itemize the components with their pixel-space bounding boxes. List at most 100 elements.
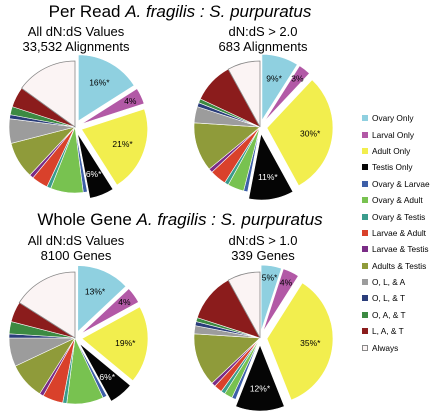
legend-label: Ovary & Larvae — [372, 178, 430, 189]
legend-label: O, A, & T — [372, 309, 406, 320]
legend-swatch — [362, 197, 368, 204]
legend-label: Larvae & Testis — [372, 244, 429, 255]
legend-swatch — [362, 344, 368, 351]
section-title-whole-gene: Whole Gene A. fragilis : S. purpuratus — [0, 210, 360, 230]
legend-swatch — [362, 147, 368, 154]
pie-slice-always — [18, 271, 76, 339]
legend-label: Larvae & Adult — [372, 227, 426, 238]
pie-slice-ovary-only — [260, 264, 282, 332]
pie-chart-whole-gene-high: 5%*4% 35%* 12%* — [193, 264, 334, 412]
legend-label: Adults & Testis — [372, 260, 427, 271]
pie-title-3: All dN:dS Values 8100 Genes — [0, 233, 166, 263]
legend: Ovary Only Larval Only Adult Only Testis On… — [362, 110, 432, 356]
pie-data-label: 4% — [280, 278, 293, 288]
pie-data-label: 6%* — [86, 169, 102, 179]
pie-data-label: 16%* — [89, 78, 110, 88]
pie-slice-adult-only — [81, 306, 149, 382]
legend-label: Ovary & Adult — [372, 195, 423, 206]
section-title-prefix: Per Read — [48, 2, 126, 21]
pie-slice-testis-only — [77, 133, 114, 199]
pie-data-label: 35%* — [300, 338, 321, 348]
pie-data-label: 13%* — [85, 287, 106, 297]
pie-data-label: 6%* — [99, 372, 115, 382]
pie-slice-larval-only — [262, 268, 299, 332]
legend-item: Adult Only — [362, 143, 432, 159]
legend-swatch — [362, 311, 368, 318]
legend-label: Ovary Only — [372, 113, 414, 124]
legend-item: Larvae & Testis — [362, 241, 432, 257]
legend-item: Larval Only — [362, 126, 432, 142]
pie-title-line: 339 Genes — [231, 248, 295, 263]
pie-slice-larval-only — [264, 65, 310, 122]
pie-slice-adult-only — [81, 108, 148, 186]
legend-swatch — [362, 295, 368, 302]
legend-label: Adult Only — [372, 145, 411, 156]
legend-swatch — [362, 180, 368, 187]
legend-swatch — [362, 229, 368, 236]
legend-label: Larval Only — [372, 129, 414, 140]
section-title-prefix: Whole Gene — [37, 210, 137, 229]
pie-title-2: dN:dS > 2.0 683 Alignments — [173, 24, 353, 54]
pie-slice-adult-only — [266, 282, 334, 401]
legend-swatch — [362, 213, 368, 220]
pie-title-4: dN:dS > 1.0 339 Genes — [173, 233, 353, 263]
pie-title-line: 8100 Genes — [40, 248, 112, 263]
legend-label: Always — [372, 342, 399, 353]
pie-data-label: 9%* — [266, 73, 282, 83]
legend-item: Larvae & Adult — [362, 225, 432, 241]
legend-item: L, A, & T — [362, 323, 432, 339]
pie-slice-ovary-only — [77, 265, 127, 333]
pie-title-line: All dN:dS Values — [27, 233, 125, 248]
legend-swatch — [362, 246, 368, 253]
legend-item: Ovary & Larvae — [362, 176, 432, 192]
legend-label: O, L, & A — [372, 277, 406, 288]
pie-title-line: All dN:dS Values — [27, 24, 125, 39]
legend-swatch — [362, 164, 368, 171]
pie-slice-larval-only — [80, 288, 139, 335]
pie-data-label: 19%* — [115, 338, 136, 348]
pie-slice-testis-only — [79, 343, 131, 402]
legend-item: Ovary Only — [362, 110, 432, 126]
pie-slice-always — [227, 271, 261, 339]
pie-data-label: 5%* — [262, 273, 278, 283]
pie-chart-whole-gene-all: 13%* 4% 19%* 6%* — [8, 265, 149, 405]
section-title-per-read: Per Read A. fragilis : S. purpuratus — [0, 2, 360, 22]
legend-label: O, L, & T — [372, 293, 406, 304]
pie-data-label: 3% — [291, 74, 304, 84]
pie-data-label: 4% — [124, 96, 137, 106]
pie-data-label: 30%* — [300, 128, 321, 138]
legend-swatch — [362, 279, 368, 286]
pie-chart-per-read-all: 16%* 4% 21%* 6%* — [8, 54, 148, 199]
pie-data-label: 11%* — [258, 172, 278, 182]
section-title-species: A. fragilis : S. purpuratus — [125, 2, 312, 21]
legend-item: Adults & Testis — [362, 258, 432, 274]
legend-swatch — [362, 115, 368, 122]
legend-label: Testis Only — [372, 162, 413, 173]
pie-slice-ovary-only — [78, 54, 135, 122]
pie-slice-testis-only — [235, 344, 285, 412]
pie-slice-larval-only — [81, 88, 145, 125]
pie-title-1: All dN:dS Values 33,532 Alignments — [0, 24, 166, 54]
pie-slice-ovary-only — [261, 53, 298, 122]
legend-item: Always — [362, 339, 432, 355]
legend-item: O, A, & T — [362, 307, 432, 323]
legend-swatch — [362, 262, 368, 269]
pie-slice-always — [227, 60, 261, 128]
legend-label: Ovary & Testis — [372, 211, 426, 222]
section-title-species: A. fragilis : S. purpuratus — [136, 210, 323, 229]
legend-item: Ovary & Adult — [362, 192, 432, 208]
pie-chart-per-read-high: 9%* 3% 30%* 11%* — [193, 53, 334, 201]
legend-label: L, A, & T — [372, 326, 404, 337]
legend-swatch — [362, 328, 368, 335]
pie-slice-testis-only — [248, 133, 294, 201]
pie-slice-adult-only — [266, 79, 334, 187]
pie-title-line: dN:dS > 1.0 — [228, 233, 298, 248]
legend-swatch — [362, 131, 368, 138]
legend-item: Ovary & Testis — [362, 208, 432, 224]
pie-title-line: dN:dS > 2.0 — [228, 24, 298, 39]
legend-item: O, L, & A — [362, 274, 432, 290]
pie-data-label: 4% — [118, 297, 131, 307]
pie-title-line: 33,532 Alignments — [22, 39, 130, 54]
pie-title-line: 683 Alignments — [218, 39, 308, 54]
legend-item: Testis Only — [362, 159, 432, 175]
